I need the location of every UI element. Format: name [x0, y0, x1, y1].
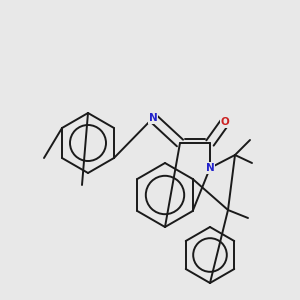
Text: N: N — [148, 113, 158, 123]
Text: O: O — [220, 117, 230, 127]
Text: N: N — [206, 163, 214, 173]
